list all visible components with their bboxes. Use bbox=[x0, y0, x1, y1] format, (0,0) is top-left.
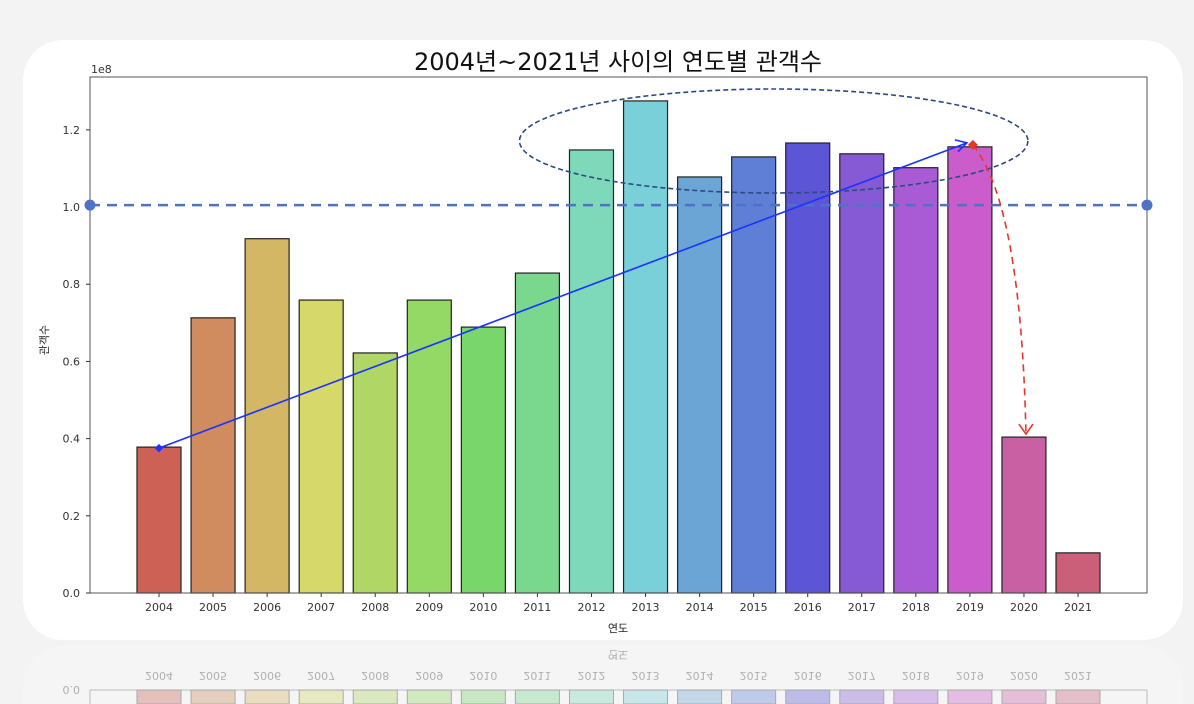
reflection-tick-label: 2014 bbox=[686, 669, 714, 682]
reflection-bar bbox=[839, 689, 885, 704]
bar-2016 bbox=[785, 142, 831, 594]
bar-2014 bbox=[676, 176, 723, 594]
y-tick-label: 1.0 bbox=[63, 201, 81, 214]
bar-2009 bbox=[406, 299, 452, 594]
drop-arrow bbox=[972, 144, 1027, 435]
y-tick-label: 1.2 bbox=[63, 124, 81, 137]
y-tick-label: 0.2 bbox=[63, 510, 81, 523]
bar-2010 bbox=[460, 326, 506, 594]
bar-2020 bbox=[1001, 436, 1047, 594]
reflection-bar bbox=[406, 689, 452, 704]
reflection-bar bbox=[893, 689, 939, 704]
reflection-bar bbox=[677, 689, 723, 704]
reflection-tick-label: 2009 bbox=[415, 669, 443, 682]
bar-2007 bbox=[298, 299, 344, 594]
reflection-tick-label: 2019 bbox=[956, 669, 984, 682]
x-tick-label: 2018 bbox=[902, 601, 930, 614]
bar-2011 bbox=[514, 272, 561, 594]
y-tick-label: 0.4 bbox=[63, 433, 81, 446]
plot-frame bbox=[89, 76, 1148, 594]
bar-chart: 2004년~2021년 사이의 연도별 관객수 1e8 연도 관객수 2004 2… bbox=[38, 48, 1153, 635]
x-tick-label: 2013 bbox=[632, 601, 660, 614]
y-offset-label: 1e8 bbox=[91, 63, 112, 76]
reflection-tick-label: 2004 bbox=[145, 669, 173, 682]
reflection-bar bbox=[947, 689, 993, 704]
reflection-bar bbox=[136, 689, 182, 704]
reflection-tick-label: 0.0 bbox=[63, 683, 81, 696]
x-tick-label: 2021 bbox=[1064, 601, 1092, 614]
x-tick-label: 2005 bbox=[199, 601, 227, 614]
reference-line-end-dot bbox=[1141, 199, 1153, 211]
reflection-bar bbox=[785, 689, 831, 704]
x-tick-label: 2006 bbox=[253, 601, 281, 614]
y-tick-label: 0.0 bbox=[63, 587, 81, 600]
reflection-bar bbox=[623, 689, 669, 704]
y-axis-label: 관객수 bbox=[38, 325, 51, 355]
reflection-tick-label: 2007 bbox=[307, 669, 335, 682]
trend-arrow-head bbox=[954, 139, 969, 153]
bar-2015 bbox=[731, 156, 777, 594]
x-tick-label: 2007 bbox=[307, 601, 335, 614]
bar-2017 bbox=[839, 153, 885, 594]
x-tick-label: 2009 bbox=[415, 601, 443, 614]
y-tick-label: 0.8 bbox=[63, 278, 81, 291]
reflection-bar bbox=[514, 689, 560, 704]
x-tick-label: 2012 bbox=[577, 601, 605, 614]
trend-arrow bbox=[158, 142, 968, 449]
x-tick-label: 2004 bbox=[145, 601, 173, 614]
reflection-tick-label: 2015 bbox=[740, 669, 768, 682]
reflection-tick-label: 2017 bbox=[848, 669, 876, 682]
x-tick-label: 2011 bbox=[523, 601, 551, 614]
bar-2006 bbox=[244, 238, 290, 594]
reflection-tick-label: 2010 bbox=[469, 669, 497, 682]
x-tick-label: 2017 bbox=[848, 601, 876, 614]
reflection-axis-label: 연도 bbox=[608, 648, 628, 661]
x-tick-label: 2016 bbox=[794, 601, 822, 614]
chart-title: 2004년~2021년 사이의 연도별 관객수 bbox=[414, 48, 822, 76]
x-tick-label: 2010 bbox=[469, 601, 497, 614]
bar-2004 bbox=[136, 446, 182, 594]
reflection-bar bbox=[731, 689, 777, 704]
bar-2012 bbox=[568, 149, 615, 594]
reflection-tick-label: 2013 bbox=[632, 669, 660, 682]
bar-2018 bbox=[893, 167, 939, 594]
bar-2021 bbox=[1055, 552, 1101, 594]
chart-reflection: 2004 2005 2006 2007 2008 2009 2010 2011 2012 2013… bbox=[23, 646, 1183, 704]
x-tick-label: 2014 bbox=[686, 601, 714, 614]
bar-2013 bbox=[622, 100, 669, 594]
reflection-tick-label: 2020 bbox=[1010, 669, 1038, 682]
reflection-tick-label: 2016 bbox=[794, 669, 822, 682]
reflection-tick-label: 2006 bbox=[253, 669, 281, 682]
drop-arrow-head bbox=[1018, 423, 1034, 436]
drop-arrow-start-marker bbox=[967, 139, 978, 150]
reflection-bar bbox=[298, 689, 344, 704]
reflection-bar bbox=[1001, 689, 1047, 704]
reflection-tick-label: 2021 bbox=[1064, 669, 1092, 682]
reflection-bar bbox=[1055, 689, 1101, 704]
trend-arrow-start-marker bbox=[154, 443, 164, 453]
reflection-bar bbox=[568, 689, 614, 704]
reflection-bar bbox=[352, 689, 398, 704]
x-axis-label: 연도 bbox=[608, 622, 628, 635]
y-tick-label: 0.6 bbox=[63, 355, 81, 368]
reflection-tick-label: 2011 bbox=[523, 669, 551, 682]
x-tick-label: 2015 bbox=[740, 601, 768, 614]
reference-line-start-dot bbox=[84, 199, 96, 211]
reflection-bar bbox=[244, 689, 290, 704]
reflection-tick-label: 2005 bbox=[199, 669, 227, 682]
reflection-tick-label: 2018 bbox=[902, 669, 930, 682]
x-tick-label: 2008 bbox=[361, 601, 389, 614]
bar-2008 bbox=[352, 352, 398, 594]
reflection-tick-label: 2012 bbox=[577, 669, 605, 682]
reflection-bar bbox=[460, 689, 506, 704]
x-tick-label: 2019 bbox=[956, 601, 984, 614]
reflection-graphic: 2004 2005 2006 2007 2008 2009 2010 2011 2012 2013… bbox=[63, 648, 1148, 704]
reflection-bar bbox=[190, 689, 236, 704]
reflection-tick-label: 2008 bbox=[361, 669, 389, 682]
highlight-ellipse bbox=[518, 88, 1029, 194]
bar-2005 bbox=[190, 317, 236, 594]
x-tick-label: 2020 bbox=[1010, 601, 1038, 614]
bar-2019 bbox=[947, 146, 993, 594]
